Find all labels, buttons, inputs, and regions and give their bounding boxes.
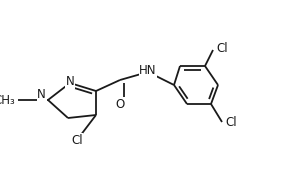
Text: O: O [115, 98, 125, 111]
Text: N: N [66, 75, 74, 88]
Text: Cl: Cl [225, 116, 237, 129]
Text: Cl: Cl [216, 42, 228, 55]
Text: CH₃: CH₃ [0, 94, 15, 107]
Text: N: N [37, 87, 46, 100]
Text: Cl: Cl [71, 134, 83, 147]
Text: HN: HN [139, 64, 157, 77]
